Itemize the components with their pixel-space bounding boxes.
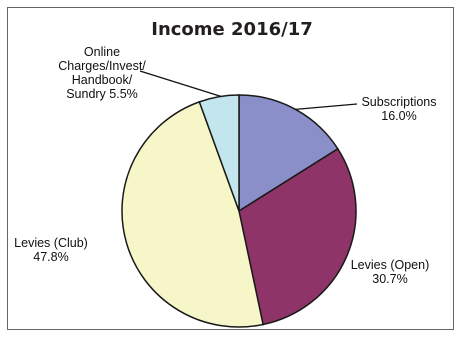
slice-label-online: Online Charges/Invest/Handbook/Sundry 5.5… (58, 45, 146, 101)
slice-label-levies-open: Levies (Open) 30.7% (351, 258, 430, 286)
pie-chart: Income 2016/17 Subscriptions 16.0% Levies … (14, 19, 437, 328)
pie-slice-online (198, 94, 240, 212)
chart-title: Income 2016/17 (151, 19, 313, 40)
pie-slice-levies-club (121, 100, 264, 328)
slice-label-levies-club: Levies (Club) 47.8% (14, 236, 88, 264)
leader-line-online (139, 70, 222, 98)
leader-lines (139, 70, 358, 110)
pie-slice-levies-open (238, 147, 357, 326)
pie-slice-subscriptions (238, 94, 339, 213)
leader-line-subscriptions (295, 103, 358, 110)
slice-label-subscriptions: Subscriptions 16.0% (361, 95, 436, 123)
slice-labels: Subscriptions 16.0% Levies (Open) 30.7% Levi… (14, 45, 436, 286)
chart-frame: Income 2016/17 Subscriptions 16.0% Levies … (7, 7, 454, 330)
pie-slices (121, 94, 357, 328)
